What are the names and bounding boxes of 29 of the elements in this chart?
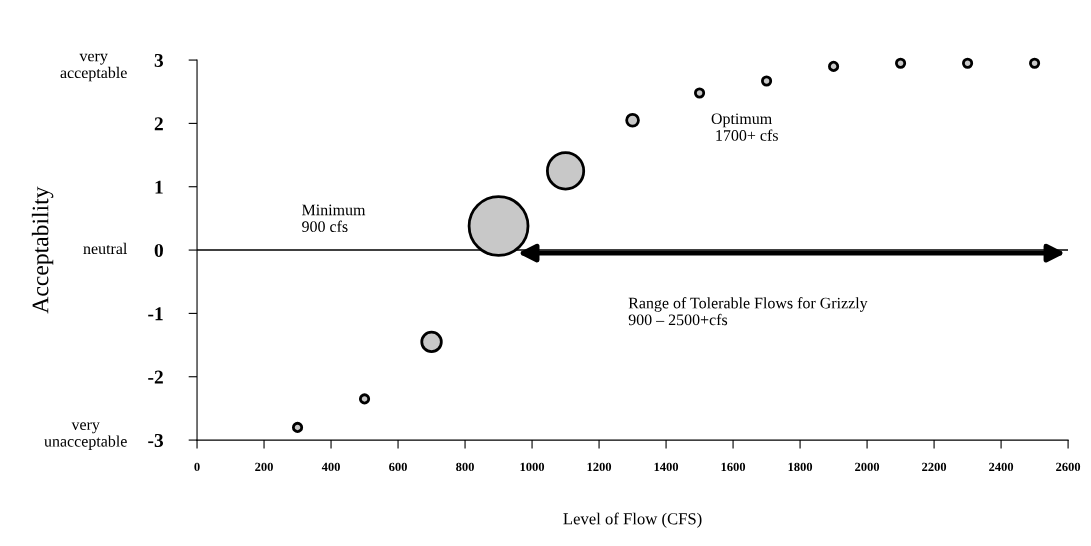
- x-tick-label: 200: [255, 462, 273, 472]
- text: neutral: [83, 242, 128, 255]
- y-tick-label: 0: [154, 243, 163, 258]
- x-tick-label: 1200: [587, 462, 612, 472]
- text: very unacceptable: [44, 422, 127, 450]
- x-tick-label: 1600: [721, 462, 746, 472]
- y-tick-label: -3: [148, 433, 164, 448]
- x-tick-label: 600: [389, 462, 407, 472]
- x-tick-label: 0: [194, 462, 200, 472]
- x-tick-label: 1800: [788, 462, 813, 472]
- annotation: Range of Tolerable Flows for Grizzly 900 – 2500+cfs: [628, 297, 868, 326]
- x-tick-label: 800: [456, 462, 474, 472]
- y-axis-title: Acceptability: [31, 186, 54, 314]
- annotation: Minimum 900 cfs: [302, 204, 366, 233]
- y-tick-label: 1: [155, 180, 163, 194]
- x-axis-title: Level of Flow (CFS): [563, 512, 702, 528]
- x-tick-label: 2400: [989, 462, 1014, 472]
- y-tick-label: -2: [148, 370, 163, 384]
- y-tick-label: 2: [154, 117, 163, 131]
- text: very acceptable: [60, 53, 127, 82]
- y-tick-label: -1: [148, 307, 163, 321]
- x-tick-label: 1400: [654, 462, 679, 472]
- x-tick-label: 2600: [1056, 462, 1081, 472]
- x-tick-label: 2200: [922, 462, 947, 472]
- x-tick-label: 2000: [855, 462, 880, 472]
- x-tick-label: 400: [321, 462, 340, 472]
- x-tick-label: 1000: [520, 462, 545, 472]
- annotation: Optimum 1700+ cfs: [711, 113, 778, 141]
- y-tick-label: 3: [154, 53, 164, 67]
